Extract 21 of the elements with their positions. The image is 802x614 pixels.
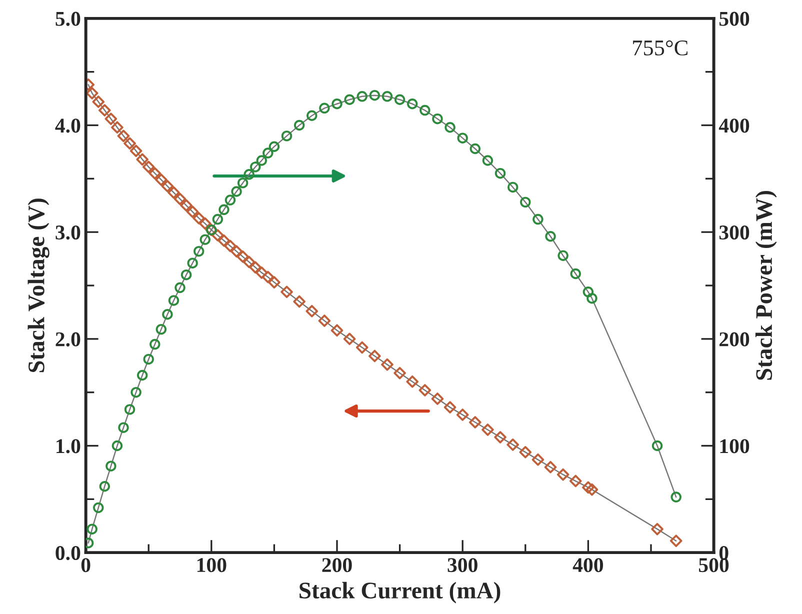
x-tick-label: 100 <box>197 558 226 572</box>
y2-tick-label: 100 <box>720 439 750 454</box>
y-tick-label: 0.0 <box>56 546 80 560</box>
x-tick-label: 300 <box>448 558 478 572</box>
y2-tick-label: 500 <box>719 12 750 26</box>
y2-axis-title: Stack Power (mW) <box>755 191 777 380</box>
y-tick-label: 4.0 <box>55 118 80 133</box>
y-tick-label: 3.0 <box>56 225 80 240</box>
y-tick-label: 2.0 <box>56 332 80 346</box>
x-tick-label: 400 <box>572 558 604 572</box>
x-tick-label: 500 <box>698 558 729 572</box>
x-axis-title: Stack Current (mA) <box>300 582 500 604</box>
annotation: 755°C <box>633 40 688 56</box>
x-tick-label: 200 <box>322 558 352 572</box>
y-tick-label: 1.0 <box>56 439 80 454</box>
y2-tick-label: 200 <box>720 332 750 346</box>
y-axis-title: Stack Voltage (V) <box>28 198 50 372</box>
y2-tick-label: 400 <box>718 118 750 133</box>
x-tick-label: 0 <box>81 558 90 572</box>
y-tick-label: 5.0 <box>56 12 80 26</box>
y2-tick-label: 300 <box>719 225 750 240</box>
